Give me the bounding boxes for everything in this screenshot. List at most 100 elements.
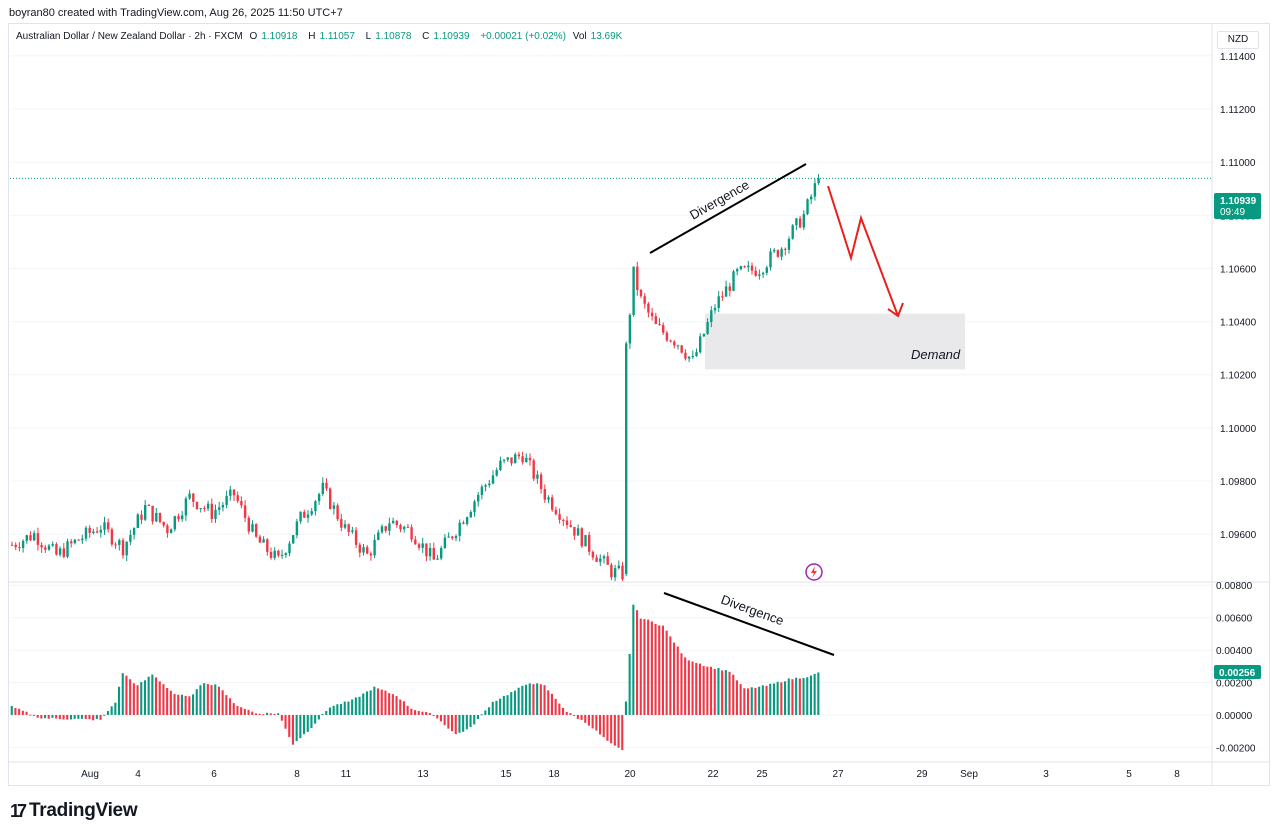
symbol-title[interactable]: Australian Dollar / New Zealand Dollar ·… [16, 31, 243, 42]
candle-body [743, 266, 746, 268]
candle-body [440, 548, 443, 559]
time-tick-label: 15 [500, 769, 512, 780]
candle-body [10, 544, 14, 546]
oscillator-bar [58, 714, 61, 720]
candle-body [610, 564, 613, 578]
candle-body [669, 340, 672, 342]
oscillator-bar [565, 711, 568, 715]
oscillator-bar [776, 681, 779, 715]
oscillator-bar [491, 701, 494, 715]
oscillator-bar [129, 679, 132, 715]
oscillator-bar [580, 714, 583, 720]
time-tick-label: 5 [1126, 769, 1132, 780]
oscillator-bar [650, 621, 653, 715]
candle-body [362, 547, 365, 553]
candle-body [488, 483, 491, 486]
oscillator-bar [155, 677, 158, 715]
oscillator-bar [573, 714, 576, 716]
oscillator-bar [462, 714, 465, 732]
oscillator-bar [428, 712, 431, 715]
oscillator-bar [291, 714, 294, 745]
price-tick-label: 1.10600 [1220, 264, 1257, 275]
candle-body [425, 543, 428, 557]
oscillator-bar [192, 694, 195, 715]
candle-body [192, 493, 195, 502]
candle-body [443, 537, 447, 549]
oscillator-bar [658, 625, 661, 715]
time-tick-label: 20 [624, 769, 636, 780]
oscillator-bar [761, 685, 764, 715]
oscillator-bar [99, 714, 102, 720]
candle-body [325, 482, 328, 489]
oscillator-bar [521, 685, 524, 715]
candle-body [647, 303, 650, 313]
candle-body [214, 509, 217, 519]
candle-body [73, 539, 77, 544]
low-value: 1.10878 [375, 31, 412, 42]
candle-body [477, 494, 480, 502]
oscillator-bar [747, 688, 750, 715]
candle-body [51, 544, 54, 546]
oscillator-bar [336, 704, 339, 715]
oscillator-bar [362, 693, 365, 715]
oscillator-bar [40, 714, 43, 719]
lightning-icon[interactable] [805, 563, 823, 581]
oscillator-bar [81, 714, 84, 719]
candle-body [798, 218, 802, 228]
currency-button[interactable]: NZD [1217, 31, 1259, 49]
oscillator-bar [528, 683, 531, 715]
oscillator-bar [118, 686, 121, 715]
oscillator-bar [377, 688, 380, 715]
oscillator-bar [254, 713, 257, 715]
oscillator-bar [639, 618, 642, 715]
oscillator-bar [47, 714, 50, 719]
price-axis: 1.114001.112001.110001.108001.106001.104… [1220, 52, 1257, 541]
oscillator-bar [384, 690, 387, 715]
candle-body [747, 265, 750, 268]
candle-body [243, 505, 247, 518]
oscillator-bar [188, 696, 191, 715]
oscillator-bar [321, 714, 324, 716]
oscillator-bar [439, 714, 442, 722]
osc-tick-label: 0.00000 [1216, 711, 1253, 722]
oscillator-bar [643, 619, 646, 715]
oscillator-bar [809, 675, 812, 715]
candle-body [21, 540, 25, 548]
oscillator-bar [795, 677, 798, 715]
time-tick-label: 3 [1043, 769, 1049, 780]
candle-body [70, 541, 73, 544]
candle-body [662, 324, 665, 333]
oscillator-bar [728, 671, 731, 715]
candle-body [317, 493, 321, 502]
oscillator-bar [288, 714, 291, 737]
candle-body [95, 531, 99, 533]
candle-body [47, 545, 51, 550]
oscillator-bar [199, 685, 202, 715]
candle-body [699, 336, 702, 353]
oscillator-bar [525, 684, 528, 715]
candle-body [36, 533, 40, 545]
oscillator-bar [624, 701, 627, 715]
oscillator-bar [517, 687, 520, 715]
oscillator-bar [702, 665, 705, 715]
demand-label: Demand [911, 347, 961, 362]
oscillator-bar [36, 714, 39, 718]
candle-body [62, 548, 65, 557]
candle-body [573, 526, 576, 536]
candle-body [499, 460, 502, 471]
tradingview-logo[interactable]: 17 TradingView [10, 800, 138, 822]
candle-body [551, 497, 554, 510]
candle-body [403, 526, 406, 530]
candle-body [773, 250, 776, 252]
oscillator-bar [558, 703, 561, 715]
candle-body [388, 523, 391, 531]
oscillator-bar [391, 694, 394, 715]
candle-body [269, 551, 273, 558]
chart-frame [8, 23, 1270, 786]
oscillator-bar [432, 714, 435, 716]
candle-body [436, 558, 439, 560]
candle-body [810, 196, 813, 200]
oscillator-bar [584, 714, 587, 723]
oscillator-bar [299, 714, 302, 739]
